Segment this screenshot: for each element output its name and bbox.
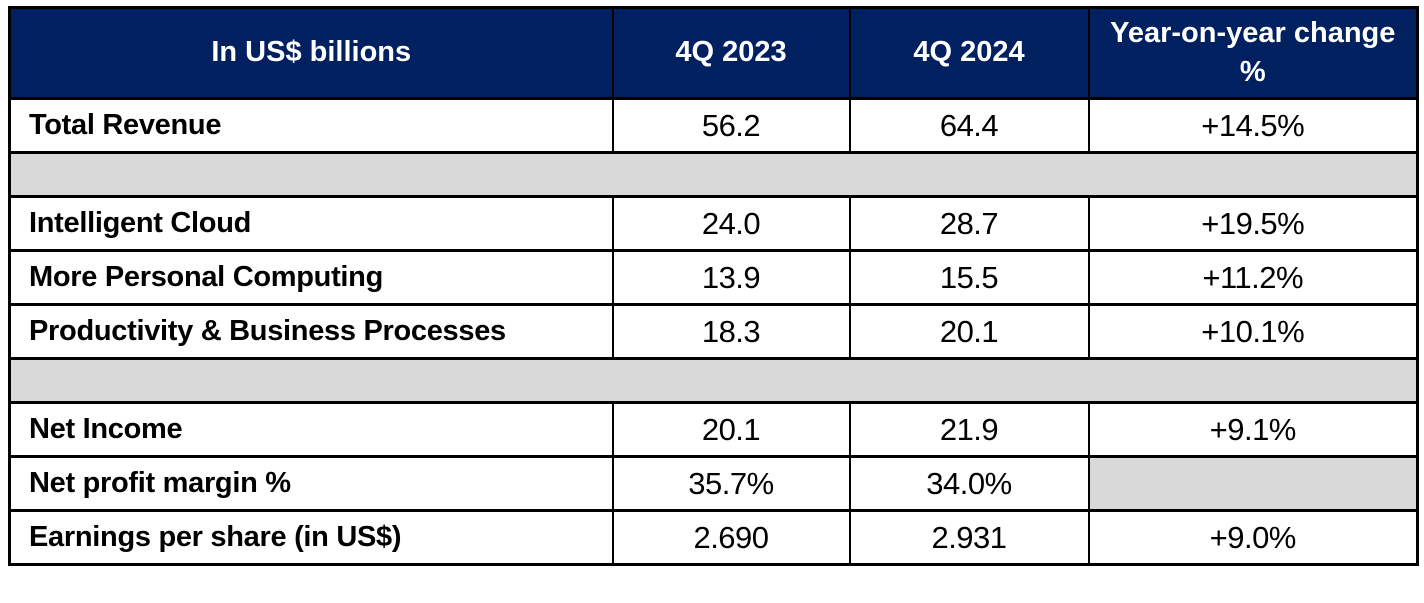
header-row: In US$ billions 4Q 2023 4Q 2024 Year-on-… (8, 6, 1419, 100)
spacer-row (8, 357, 1419, 404)
table-row-earnings-per-share: Earnings per share (in US$) 2.690 2.931 … (8, 509, 1419, 566)
table-row-net-income: Net Income 20.1 21.9 +9.1% (8, 401, 1419, 458)
value-q4-2024: 28.7 (848, 195, 1090, 252)
row-label: Intelligent Cloud (8, 195, 614, 252)
table-row-intelligent-cloud: Intelligent Cloud 24.0 28.7 +19.5% (8, 195, 1419, 252)
spacer-cell (8, 357, 1419, 404)
value-yoy: +11.2% (1087, 249, 1419, 306)
row-label: More Personal Computing (8, 249, 614, 306)
header-q4-2024: 4Q 2024 (848, 6, 1090, 100)
value-q4-2024: 20.1 (848, 303, 1090, 360)
value-q4-2024: 64.4 (848, 97, 1090, 154)
header-metric-label: In US$ billions (8, 6, 614, 100)
table-row-total-revenue: Total Revenue 56.2 64.4 +14.5% (8, 97, 1419, 154)
spacer-cell (8, 151, 1419, 198)
value-q4-2023: 13.9 (611, 249, 851, 306)
value-yoy: +9.1% (1087, 401, 1419, 458)
financial-results-table-wrap: In US$ billions 4Q 2023 4Q 2024 Year-on-… (8, 6, 1419, 566)
row-label: Earnings per share (in US$) (8, 509, 614, 566)
row-label: Net Income (8, 401, 614, 458)
value-q4-2023: 2.690 (611, 509, 851, 566)
value-yoy: +14.5% (1087, 97, 1419, 154)
row-label: Net profit margin % (8, 455, 614, 512)
table-row-more-personal-computing: More Personal Computing 13.9 15.5 +11.2% (8, 249, 1419, 306)
value-yoy: +10.1% (1087, 303, 1419, 360)
value-q4-2023: 24.0 (611, 195, 851, 252)
value-q4-2023: 18.3 (611, 303, 851, 360)
value-q4-2023: 56.2 (611, 97, 851, 154)
value-q4-2024: 34.0% (848, 455, 1090, 512)
value-yoy-blank (1087, 455, 1419, 512)
spacer-row (8, 151, 1419, 198)
header-yoy-change: Year-on-year change % (1087, 6, 1419, 100)
value-q4-2023: 20.1 (611, 401, 851, 458)
table-row-productivity-business-processes: Productivity & Business Processes 18.3 2… (8, 303, 1419, 360)
value-q4-2024: 15.5 (848, 249, 1090, 306)
financial-results-table: In US$ billions 4Q 2023 4Q 2024 Year-on-… (8, 6, 1419, 566)
value-q4-2024: 21.9 (848, 401, 1090, 458)
table-row-net-profit-margin: Net profit margin % 35.7% 34.0% (8, 455, 1419, 512)
row-label: Total Revenue (8, 97, 614, 154)
header-q4-2023: 4Q 2023 (611, 6, 851, 100)
value-q4-2023: 35.7% (611, 455, 851, 512)
value-q4-2024: 2.931 (848, 509, 1090, 566)
row-label: Productivity & Business Processes (8, 303, 614, 360)
value-yoy: +19.5% (1087, 195, 1419, 252)
value-yoy: +9.0% (1087, 509, 1419, 566)
